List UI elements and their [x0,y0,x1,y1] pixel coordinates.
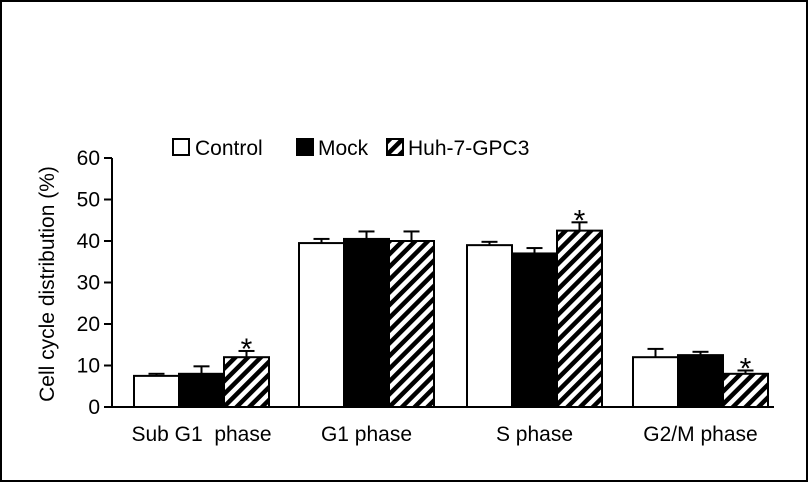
y-tick-label-40: 40 [77,230,100,253]
legend: Control Mock Huh-7-GPC3 [172,137,529,160]
bar-1-0 [178,372,225,408]
bar-1-1 [343,237,390,408]
y-tick-label-10: 10 [77,355,100,378]
bar-2-1 [388,240,435,408]
legend-label-mock: Mock [318,137,369,160]
bar-0-2 [466,244,513,408]
y-tick-label-30: 30 [77,272,100,295]
significance-star-2: * [574,204,586,237]
y-axis: 0 10 20 30 40 50 60 [77,147,774,419]
y-tick-label-20: 20 [77,313,100,336]
x-category-label-0: Sub G1 phase [131,423,271,446]
x-category-label-2: S phase [496,423,573,446]
y-tick-label-0: 0 [88,396,100,419]
significance-star-3: * [740,352,752,385]
y-axis-label: Cell cycle distribution (%) [36,166,59,402]
legend-swatch-control [172,138,190,156]
bar-0-0 [133,374,180,408]
x-axis-labels: Sub G1 phase G1 phase S phase G2/M phase [131,423,757,446]
bar-1-2 [511,252,558,408]
bar-2-2 [556,229,603,408]
bar-2-0 [223,356,270,409]
legend-label-huh7-gpc3: Huh-7-GPC3 [408,137,529,160]
x-category-label-1: G1 phase [321,423,412,446]
x-category-label-3: G2/M phase [643,423,757,446]
bars: * * * [133,204,769,409]
y-tick-label-60: 60 [77,147,100,170]
legend-swatch-mock [296,138,314,156]
legend-swatch-huh7-gpc3 [386,138,404,156]
y-tick-label-50: 50 [77,189,100,212]
bar-1-3 [677,354,724,408]
significance-star-0: * [241,333,253,366]
bar-0-1 [298,242,345,408]
bar-0-3 [632,356,679,409]
legend-label-control: Control [195,137,263,160]
